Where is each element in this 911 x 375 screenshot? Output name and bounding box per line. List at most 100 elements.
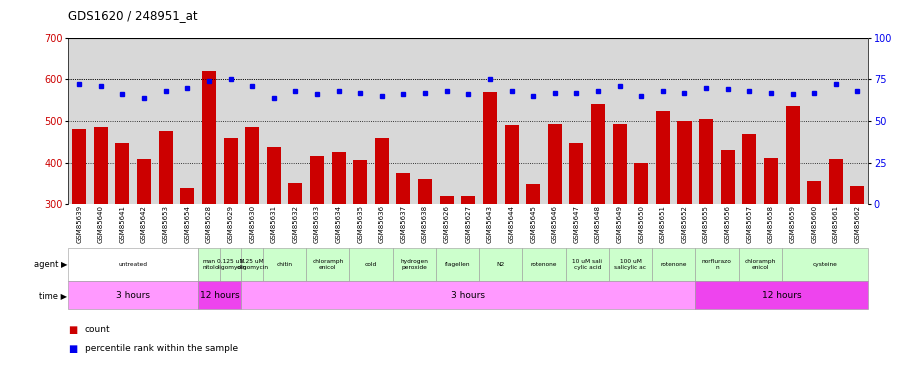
- Text: 100 uM
salicylic ac: 100 uM salicylic ac: [614, 259, 646, 270]
- Bar: [763, 159, 777, 204]
- Text: GSM85658: GSM85658: [767, 205, 773, 243]
- Text: GSM85645: GSM85645: [529, 205, 536, 243]
- Text: N2: N2: [496, 262, 505, 267]
- Bar: [781, 248, 867, 281]
- Text: GSM85644: GSM85644: [508, 205, 514, 243]
- Bar: [478, 248, 522, 281]
- Bar: [849, 186, 864, 204]
- Text: GSM85654: GSM85654: [184, 205, 190, 243]
- Text: cysteine: cysteine: [812, 262, 836, 267]
- Text: GSM85634: GSM85634: [335, 205, 342, 243]
- Bar: [738, 248, 781, 281]
- Text: GSM85631: GSM85631: [271, 205, 276, 243]
- Text: GSM85641: GSM85641: [119, 205, 126, 243]
- Text: GSM85632: GSM85632: [292, 205, 298, 243]
- Bar: [198, 248, 220, 281]
- Text: ■: ■: [68, 325, 77, 335]
- Text: GSM85626: GSM85626: [444, 205, 449, 243]
- Bar: [526, 184, 539, 204]
- Bar: [612, 124, 626, 204]
- Text: GSM85655: GSM85655: [702, 205, 709, 243]
- Bar: [784, 106, 799, 204]
- Text: GSM85627: GSM85627: [465, 205, 471, 243]
- Text: GSM85648: GSM85648: [594, 205, 600, 243]
- Text: GSM85660: GSM85660: [810, 205, 816, 243]
- Text: time ▶: time ▶: [39, 291, 67, 300]
- Text: 1.25 uM
oligomycin: 1.25 uM oligomycin: [236, 259, 268, 270]
- Bar: [439, 196, 454, 204]
- Text: GSM85642: GSM85642: [141, 205, 147, 243]
- Bar: [349, 248, 393, 281]
- Text: 12 hours: 12 hours: [761, 291, 801, 300]
- Bar: [262, 248, 306, 281]
- Bar: [116, 143, 129, 204]
- Text: GSM85657: GSM85657: [745, 205, 752, 243]
- Bar: [393, 248, 435, 281]
- Bar: [198, 281, 241, 309]
- Text: GSM85637: GSM85637: [400, 205, 406, 243]
- Text: GSM85651: GSM85651: [660, 205, 665, 243]
- Bar: [699, 119, 712, 204]
- Text: norflurazo
n: norflurazo n: [701, 259, 731, 270]
- Text: GSM85649: GSM85649: [616, 205, 622, 243]
- Text: rotenone: rotenone: [530, 262, 557, 267]
- Text: ■: ■: [68, 344, 77, 354]
- Text: 10 uM sali
cylic acid: 10 uM sali cylic acid: [571, 259, 601, 270]
- Text: GSM85638: GSM85638: [422, 205, 427, 243]
- Text: GSM85650: GSM85650: [638, 205, 643, 243]
- Bar: [633, 163, 648, 204]
- Bar: [396, 173, 410, 204]
- Bar: [201, 71, 216, 204]
- Text: GSM85646: GSM85646: [551, 205, 558, 243]
- Text: GSM85628: GSM85628: [206, 205, 211, 243]
- Text: cold: cold: [364, 262, 377, 267]
- Bar: [68, 281, 198, 309]
- Bar: [694, 248, 738, 281]
- Text: 3 hours: 3 hours: [451, 291, 485, 300]
- Bar: [266, 147, 281, 204]
- Text: man
nitol: man nitol: [202, 259, 215, 270]
- Text: GSM85647: GSM85647: [573, 205, 578, 243]
- Text: GSM85630: GSM85630: [249, 205, 255, 243]
- Bar: [68, 248, 198, 281]
- Text: GSM85633: GSM85633: [313, 205, 320, 243]
- Text: GSM85636: GSM85636: [378, 205, 384, 243]
- Text: GSM85652: GSM85652: [681, 205, 687, 243]
- Bar: [651, 248, 694, 281]
- Bar: [565, 248, 609, 281]
- Bar: [241, 281, 694, 309]
- Bar: [288, 183, 302, 204]
- Text: percentile rank within the sample: percentile rank within the sample: [85, 344, 238, 353]
- Bar: [180, 188, 194, 204]
- Bar: [609, 248, 651, 281]
- Text: GSM85653: GSM85653: [162, 205, 169, 243]
- Text: GSM85656: GSM85656: [724, 205, 730, 243]
- Bar: [720, 150, 734, 204]
- Text: count: count: [85, 326, 110, 334]
- Bar: [568, 143, 583, 204]
- Bar: [435, 248, 478, 281]
- Text: rotenone: rotenone: [660, 262, 686, 267]
- Text: GSM85659: GSM85659: [789, 205, 794, 243]
- Text: GSM85639: GSM85639: [77, 205, 82, 243]
- Bar: [677, 121, 691, 204]
- Bar: [310, 156, 323, 204]
- Bar: [241, 248, 262, 281]
- Text: 0.125 uM
oligomycin: 0.125 uM oligomycin: [214, 259, 246, 270]
- Bar: [94, 127, 107, 204]
- Bar: [548, 124, 561, 204]
- Bar: [353, 160, 367, 204]
- Bar: [655, 111, 670, 204]
- Bar: [694, 281, 867, 309]
- Text: GSM85661: GSM85661: [832, 205, 838, 243]
- Text: chloramph
enicol: chloramph enicol: [743, 259, 775, 270]
- Bar: [306, 248, 349, 281]
- Bar: [742, 134, 755, 204]
- Bar: [522, 248, 565, 281]
- Text: chitin: chitin: [276, 262, 292, 267]
- Text: 3 hours: 3 hours: [116, 291, 150, 300]
- Bar: [482, 92, 496, 204]
- Bar: [806, 181, 820, 204]
- Bar: [159, 131, 172, 204]
- Text: 12 hours: 12 hours: [200, 291, 240, 300]
